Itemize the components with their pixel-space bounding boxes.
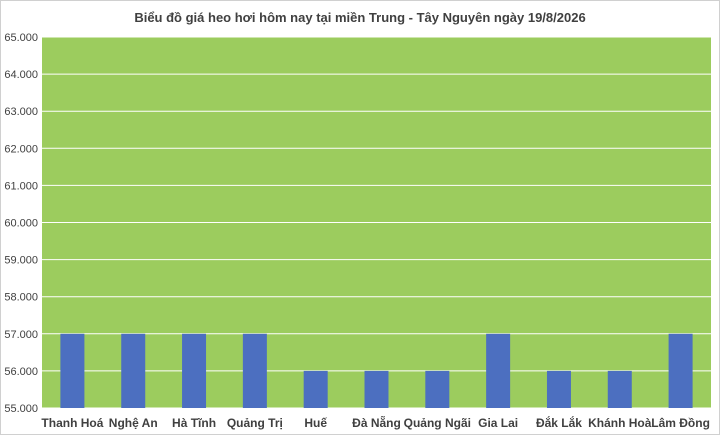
y-tick-label: 59.000 (4, 255, 38, 267)
x-tick-label: Đà Nẵng (352, 415, 401, 430)
y-tick-label: 65.000 (4, 32, 38, 44)
x-tick-label: Nghệ An (109, 416, 158, 430)
x-tick-label: Khánh Hoà (588, 416, 652, 430)
bar (668, 333, 693, 408)
bar (546, 370, 571, 408)
bar (182, 333, 207, 408)
x-tick-label: Quảng Ngãi (404, 416, 471, 430)
y-tick-label: 55.000 (4, 403, 38, 415)
y-tick-label: 61.000 (4, 180, 38, 192)
gridlines (42, 36, 711, 409)
x-tick-label: Lâm Đồng (651, 416, 710, 430)
y-tick-label: 57.000 (4, 329, 38, 341)
x-tick-label: Quảng Trị (227, 416, 283, 430)
x-tick-label: Hà Tĩnh (172, 416, 216, 430)
bar (364, 370, 389, 408)
x-tick-label: Gia Lai (478, 416, 518, 430)
bar (60, 333, 85, 408)
x-axis-labels: Thanh Hoá Nghệ An Hà Tĩnh Quảng Trị Huế Đà Nẵ… (41, 415, 710, 430)
x-tick-label: Đắk Lắk (536, 415, 582, 430)
x-tick-label: Huế (304, 416, 327, 430)
chart-title: Biểu đồ giá heo hơi hôm nay tại miền Tru… (134, 10, 586, 25)
bar (303, 370, 328, 408)
bar (607, 370, 632, 408)
x-tick-label: Thanh Hoá (41, 416, 103, 430)
y-tick-label: 56.000 (4, 366, 38, 378)
y-tick-label: 62.000 (4, 143, 38, 155)
bar (242, 333, 267, 408)
y-tick-label: 63.000 (4, 106, 38, 118)
y-tick-label: 64.000 (4, 69, 38, 81)
bar (121, 333, 146, 408)
y-tick-label: 58.000 (4, 292, 38, 304)
bar (425, 370, 450, 408)
bar (486, 333, 511, 408)
bars (60, 333, 693, 408)
y-tick-label: 60.000 (4, 218, 38, 230)
y-axis-ticks: 55.000 56.000 57.000 58.000 59.000 60.000 61.0… (4, 32, 38, 415)
